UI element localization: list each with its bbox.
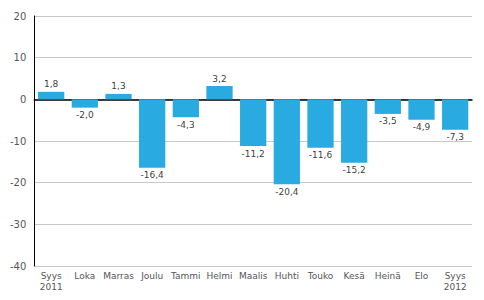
svg-text:-15,2: -15,2 [343,165,366,175]
svg-text:Touko: Touko [307,271,334,281]
svg-text:-4,3: -4,3 [177,120,195,130]
svg-text:Heinä: Heinä [375,271,401,281]
svg-text:20: 20 [14,11,27,22]
svg-text:-3,5: -3,5 [379,116,397,126]
svg-text:Syys: Syys [445,271,466,281]
svg-text:-10: -10 [10,136,26,147]
svg-text:Joulu: Joulu [140,271,163,281]
svg-text:Tammi: Tammi [170,271,201,281]
svg-text:2011: 2011 [40,282,63,292]
svg-text:Maalis: Maalis [239,271,268,281]
svg-text:10: 10 [14,52,27,63]
svg-text:-11,2: -11,2 [242,149,265,159]
svg-text:Marras: Marras [103,271,134,281]
svg-text:-4,9: -4,9 [413,122,431,132]
svg-text:2012: 2012 [444,282,467,292]
svg-text:-7,3: -7,3 [446,132,464,142]
svg-text:Syys: Syys [41,271,62,281]
svg-text:-11,6: -11,6 [309,150,333,160]
svg-text:Loka: Loka [74,271,95,281]
svg-text:-2,0: -2,0 [76,110,94,120]
svg-text:-40: -40 [10,261,26,272]
svg-text:Kesä: Kesä [344,271,365,281]
svg-text:Elo: Elo [415,271,429,281]
svg-text:3,2: 3,2 [212,74,226,84]
svg-text:1,3: 1,3 [111,81,125,91]
svg-text:0: 0 [20,94,26,105]
svg-text:-20: -20 [10,177,26,188]
svg-text:-16,4: -16,4 [141,170,165,180]
svg-text:1,8: 1,8 [44,79,59,89]
svg-text:-30: -30 [10,219,26,230]
svg-text:-20,4: -20,4 [275,187,299,197]
svg-text:Helmi: Helmi [206,271,232,281]
svg-text:Huhti: Huhti [275,271,299,281]
